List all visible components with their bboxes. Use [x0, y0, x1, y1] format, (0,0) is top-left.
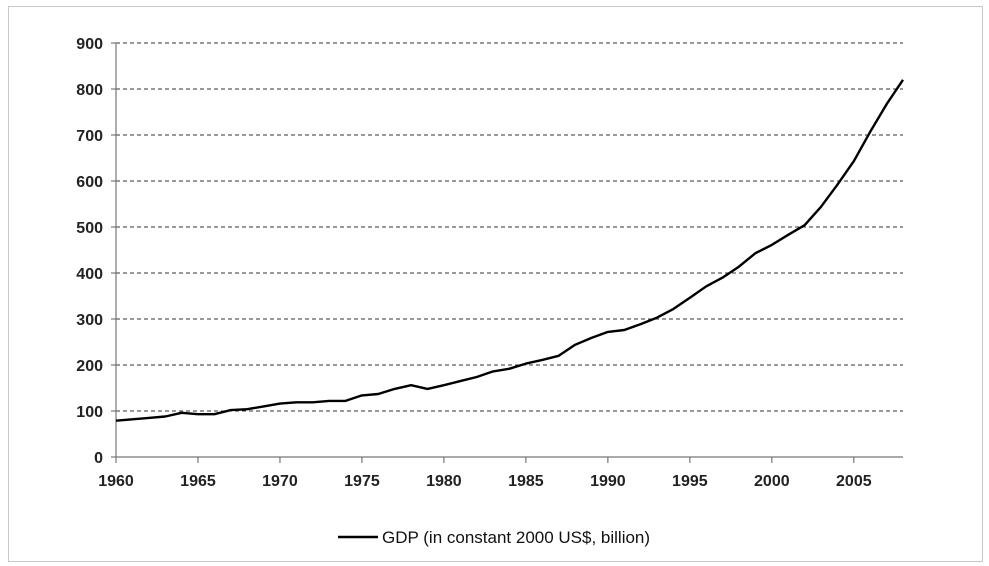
y-tick-label-300: 300 [76, 312, 103, 329]
x-tick-label-1965: 1965 [180, 473, 216, 490]
legend-label: GDP (in constant 2000 US$, billion) [382, 528, 650, 547]
x-tick-label-1970: 1970 [262, 473, 298, 490]
y-tick-label-400: 400 [76, 266, 103, 283]
x-tick-label-2005: 2005 [836, 473, 872, 490]
y-tick-label-800: 800 [76, 82, 103, 99]
x-tick-label-1980: 1980 [426, 473, 462, 490]
y-tick-label-900: 900 [76, 36, 103, 53]
grid-lines [116, 42, 903, 412]
y-axis-tick-labels: 0 100 200 300 400 500 600 700 800 900 [76, 36, 103, 467]
x-tick-label-1990: 1990 [590, 473, 626, 490]
x-tick-label-1975: 1975 [344, 473, 380, 490]
y-tick-label-200: 200 [76, 358, 103, 375]
legend: GDP (in constant 2000 US$, billion) [338, 528, 650, 547]
y-tick-label-700: 700 [76, 128, 103, 145]
series-layer [115, 79, 904, 422]
x-tick-label-1995: 1995 [672, 473, 708, 490]
series-line-gdp [115, 79, 904, 422]
y-tick-label-500: 500 [76, 220, 103, 237]
chart-frame [8, 6, 983, 562]
x-tick-label-1960: 1960 [98, 473, 134, 490]
x-tick-label-2000: 2000 [754, 473, 790, 490]
x-axis-tick-labels: 1960 1965 1970 1975 1980 1985 1990 1995 2000 2005 [98, 473, 872, 490]
axes [111, 42, 903, 463]
y-tick-label-0: 0 [94, 450, 103, 467]
y-tick-label-600: 600 [76, 174, 103, 191]
y-tick-label-100: 100 [76, 404, 103, 421]
x-tick-label-1985: 1985 [508, 473, 544, 490]
